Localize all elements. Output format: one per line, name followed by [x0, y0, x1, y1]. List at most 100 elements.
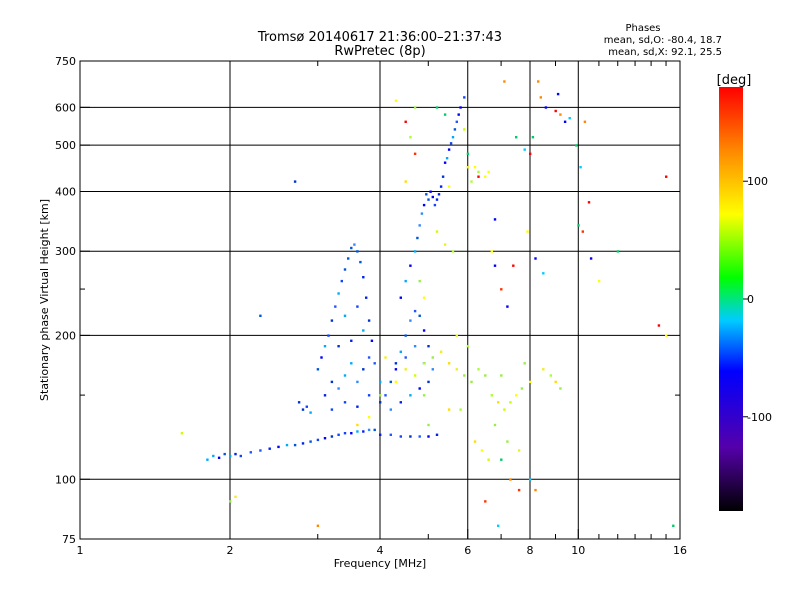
data-point-o [413, 345, 417, 348]
data-point-scattered [537, 80, 540, 83]
data-point-scattered [529, 478, 532, 481]
data-point-o [399, 435, 402, 438]
data-point-x [542, 368, 545, 371]
data-point-o [427, 380, 430, 384]
data-point-o [323, 394, 327, 397]
data-point-o [340, 279, 343, 283]
data-point-x [422, 394, 426, 397]
data-point-scattered [506, 305, 509, 308]
data-point-o [422, 329, 426, 332]
data-point-x [409, 136, 412, 139]
data-point-x [234, 495, 237, 498]
data-point-scattered [563, 120, 567, 123]
data-point-o [234, 452, 237, 456]
data-point-o [435, 198, 439, 201]
data-point-o [337, 433, 340, 436]
plot-frame [79, 60, 681, 540]
data-point-o [327, 334, 330, 337]
data-point-x [477, 368, 480, 371]
data-point-o [206, 458, 209, 461]
data-point-o [320, 356, 323, 359]
chart-subtitle: RwPretec (8p) [334, 44, 425, 59]
data-point-scattered [500, 288, 503, 291]
data-point-x [549, 374, 552, 377]
data-point-o [212, 454, 215, 458]
data-point-o [409, 435, 412, 438]
data-point-x [493, 423, 497, 427]
x-tick-label: 6 [464, 544, 471, 557]
y-tick-label: 200 [55, 329, 76, 342]
data-point-o [356, 250, 359, 253]
data-point-x [503, 408, 506, 411]
data-point-scattered [616, 250, 620, 253]
data-point-x [484, 175, 487, 178]
data-point-o [323, 345, 327, 348]
grid-lines [80, 61, 680, 539]
data-point-x [447, 185, 451, 188]
data-point-scattered [517, 488, 521, 492]
data-point-o [418, 435, 421, 438]
data-point-scattered [665, 334, 668, 337]
data-point-o [330, 408, 334, 411]
data-point-scattered [589, 257, 593, 260]
x-tick-label: 2 [227, 544, 234, 557]
data-point-x [470, 380, 473, 384]
data-point-x [466, 345, 470, 348]
data-point-scattered [597, 279, 601, 283]
data-point-x [463, 128, 466, 131]
x-axis-label: Frequency [MHz] [334, 557, 426, 570]
data-point-scattered [575, 144, 578, 147]
data-point-o [384, 394, 387, 397]
data-point-scattered [484, 500, 487, 503]
data-point-o [449, 142, 453, 145]
data-point-o [343, 374, 347, 377]
data-point-o [447, 148, 451, 151]
data-point-scattered [497, 524, 500, 527]
data-point-scattered [583, 120, 587, 123]
data-point-o [463, 96, 466, 99]
data-point-scattered [523, 148, 526, 151]
data-point-o [297, 401, 301, 404]
data-point-scattered [526, 230, 529, 233]
data-point-o [404, 334, 407, 337]
data-point-o [445, 157, 449, 160]
chart-title: Tromsø 20140617 21:36:00–21:37:43 [257, 30, 502, 45]
data-point-o [373, 362, 376, 365]
stats-x-trace: mean, sd,X: 92.1, 25.5 [608, 47, 722, 58]
data-point-o [343, 268, 347, 271]
data-point-o [367, 319, 371, 322]
data-point-x [500, 374, 503, 377]
data-point-o [399, 350, 402, 353]
data-point-scattered [466, 152, 470, 155]
data-point-x [422, 296, 426, 299]
data-point-x [229, 500, 232, 503]
data-point-o [439, 185, 443, 188]
data-point-o [223, 452, 226, 456]
data-point-o [301, 408, 305, 411]
data-point-o [350, 432, 353, 435]
data-point-x [455, 368, 458, 371]
data-point-o [427, 345, 430, 348]
data-point-o [373, 428, 376, 432]
x-tick-label: 16 [673, 544, 687, 557]
data-point-o [431, 368, 434, 371]
data-point-x [466, 166, 470, 169]
data-point-o [394, 368, 398, 371]
data-point-scattered [509, 478, 512, 481]
data-point-x [418, 279, 421, 283]
data-point-scattered [435, 106, 439, 109]
y-tick-label: 100 [55, 473, 76, 486]
data-point-o [365, 296, 368, 299]
data-point-o [350, 362, 353, 365]
data-point-o [367, 394, 371, 397]
data-point-scattered [413, 152, 417, 155]
data-point-o [362, 329, 365, 332]
data-point-x [379, 394, 382, 397]
data-point-scattered [503, 80, 506, 83]
data-point-o [418, 387, 421, 390]
data-point-scattered [316, 524, 320, 527]
x-tick-label: 8 [527, 544, 534, 557]
data-point-o [409, 394, 412, 397]
data-point-x [523, 362, 526, 365]
data-point-scattered [493, 264, 497, 267]
